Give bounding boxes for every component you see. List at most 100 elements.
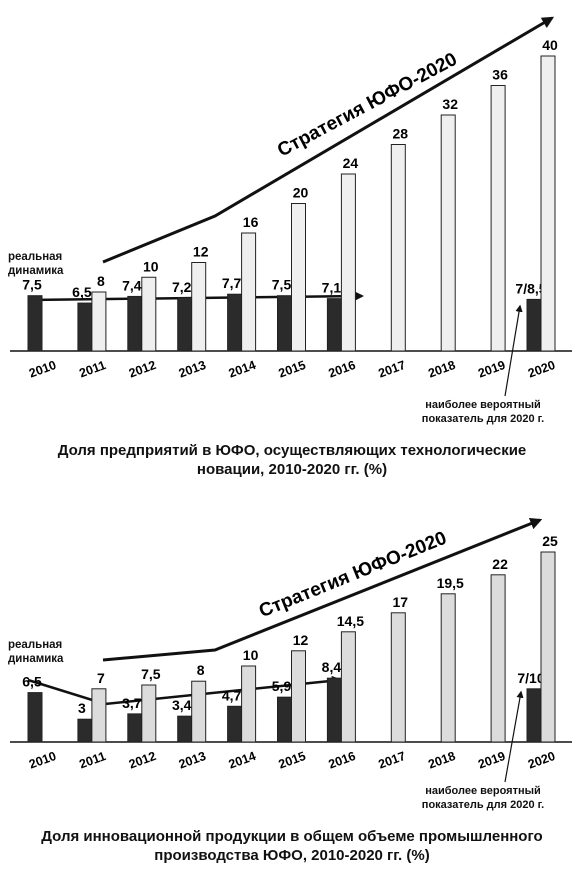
x-tick-label: 2018 — [426, 749, 457, 772]
bar — [440, 114, 456, 352]
bar — [291, 650, 306, 743]
bar — [241, 232, 257, 352]
value-label: 3 — [78, 700, 86, 716]
value-label: 7,7 — [222, 275, 242, 291]
real-label: реальная динамика — [8, 251, 64, 277]
value-label: 8 — [97, 273, 105, 289]
x-tick-label: 2011 — [77, 358, 107, 380]
value-label: 7,5 — [22, 277, 42, 293]
x-tick-label: 2012 — [127, 749, 158, 772]
bar — [141, 684, 157, 743]
x-tick-label: 2015 — [277, 749, 308, 772]
bar — [91, 688, 107, 743]
bar — [291, 203, 306, 352]
x-tick-label: 2014 — [227, 749, 258, 772]
bar — [326, 677, 342, 743]
bar — [227, 293, 243, 352]
x-tick-label: 2015 — [277, 358, 308, 381]
value-label: 10 — [143, 258, 159, 274]
value-label: 16 — [243, 214, 259, 230]
strategy-label: Стратегия ЮФО-2020 — [256, 528, 450, 622]
value-label: 32 — [442, 96, 458, 112]
chart-title: Доля инновационной продукции в общем объ… — [41, 828, 543, 864]
bar — [526, 298, 542, 352]
value-label: 7,5 — [272, 277, 292, 293]
value-label: 10 — [243, 647, 259, 663]
strategy-arrow — [102, 16, 555, 264]
bar — [191, 680, 207, 743]
x-tick-label: 2011 — [77, 749, 107, 771]
value-label: 12 — [293, 632, 309, 648]
bar — [127, 295, 143, 352]
strategy-arrow — [102, 517, 543, 662]
value-label: 4,7 — [222, 687, 242, 703]
bar — [141, 276, 157, 352]
bar — [540, 551, 556, 743]
value-label: 6,5 — [72, 284, 92, 300]
x-tick-label: 2019 — [476, 749, 507, 772]
value-label: 22 — [492, 556, 508, 572]
value-label: 14,5 — [337, 613, 364, 629]
value-label: 20 — [293, 185, 309, 201]
bar — [340, 631, 356, 743]
x-tick-label: 2016 — [327, 358, 358, 381]
bar — [191, 262, 207, 352]
value-label: 25 — [542, 533, 558, 549]
value-label: 40 — [542, 37, 558, 53]
value-label: 7,1 — [322, 280, 342, 296]
bar — [127, 713, 143, 743]
value-label: 8,4 — [322, 659, 342, 675]
value-label: 5,9 — [272, 678, 292, 694]
bar — [490, 85, 506, 352]
note-arrow — [504, 690, 524, 783]
value-label: 8 — [197, 662, 205, 678]
bar — [277, 696, 292, 743]
x-tick-label: 2019 — [476, 358, 507, 381]
chart-title: Доля предприятий в ЮФО, осуществляющих т… — [57, 442, 527, 478]
bar — [277, 295, 292, 352]
x-tick-label: 2020 — [526, 358, 557, 381]
real-label: реальная динамика — [8, 639, 64, 665]
bar — [77, 302, 93, 352]
strategy-label: Стратегия ЮФО-2020 — [274, 49, 461, 162]
bar — [340, 173, 356, 352]
bar — [91, 291, 107, 352]
note: наиболее вероятный показатель для 2020 г… — [421, 399, 545, 425]
x-tick-label: 2012 — [127, 358, 158, 381]
value-label: 7,5 — [141, 666, 161, 682]
bar — [177, 297, 193, 352]
bar — [27, 692, 43, 743]
value-label: 7 — [97, 670, 105, 686]
bar — [440, 593, 456, 743]
x-tick-label: 2013 — [177, 358, 208, 381]
value-label: 7/10 — [517, 670, 544, 686]
x-tick-label: 2020 — [526, 749, 557, 772]
bar — [241, 665, 257, 743]
x-tick-label: 2013 — [177, 749, 208, 772]
x-tick-label: 2010 — [27, 358, 58, 381]
value-label: 17 — [393, 594, 409, 610]
x-tick-label: 2016 — [327, 749, 358, 772]
x-tick-label: 2010 — [27, 749, 58, 772]
bar — [227, 705, 243, 743]
value-label: 24 — [343, 155, 359, 171]
value-label: 7,4 — [122, 277, 142, 293]
bar — [177, 715, 193, 743]
value-label: 36 — [492, 67, 508, 83]
bar — [27, 295, 43, 352]
value-label: 7/8,5 — [515, 280, 546, 296]
note: наиболее вероятный показатель для 2020 г… — [421, 785, 545, 811]
x-tick-label: 2017 — [376, 358, 407, 381]
bar — [526, 688, 542, 743]
bar — [540, 55, 556, 352]
value-label: 3,7 — [122, 695, 142, 711]
value-label: 6,5 — [22, 674, 42, 690]
value-label: 12 — [193, 244, 209, 260]
x-tick-label: 2018 — [426, 358, 457, 381]
bar — [77, 718, 93, 743]
bar — [390, 144, 406, 352]
bar — [326, 298, 342, 352]
value-label: 19,5 — [437, 575, 464, 591]
